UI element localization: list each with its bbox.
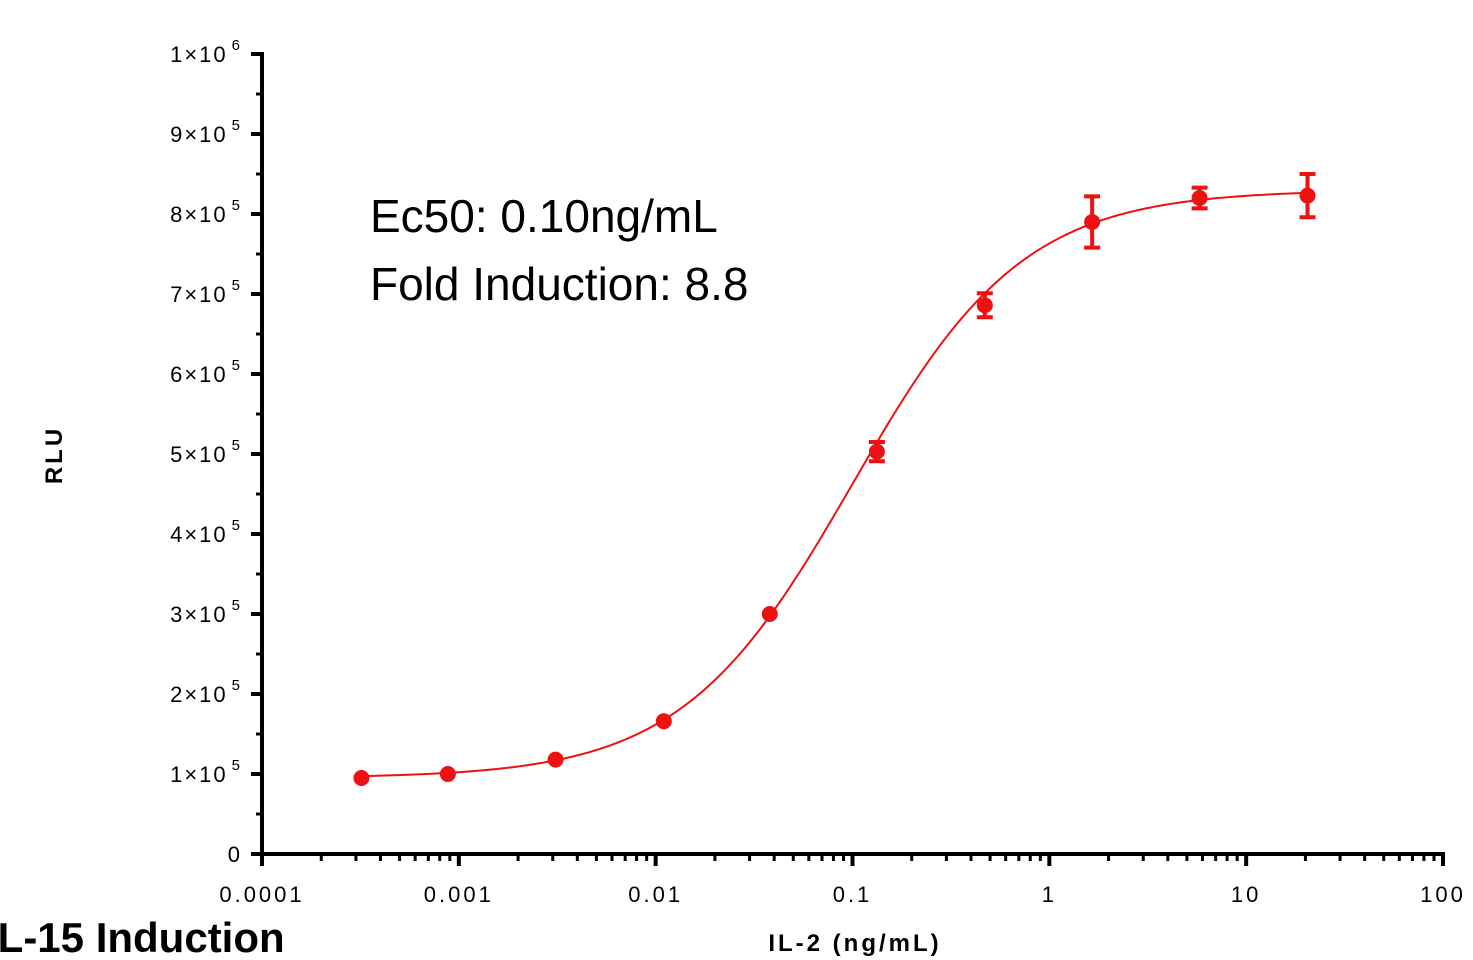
data-point (439, 766, 456, 782)
data-point (1299, 187, 1316, 204)
x-tick-label: 100 (1420, 882, 1466, 907)
data-point (868, 443, 885, 460)
y-tick-label: 8×10 5 (170, 197, 242, 227)
y-tick-label: 2×10 5 (170, 677, 242, 707)
annotation-ec50: Ec50: 0.10ng/mL (370, 190, 718, 242)
x-tick-label: 10 (1231, 882, 1261, 907)
x-axis: 0.0001 0.001 0.01 0.1 1 10 100 (219, 852, 1466, 907)
x-tick-label: 0.001 (424, 882, 494, 907)
x-axis-title: IL-2 (ng/mL) (768, 930, 941, 957)
panel-title: IL-15 Induction (0, 914, 285, 960)
y-tick-label: 3×10 5 (170, 597, 242, 627)
data-point (655, 713, 672, 730)
x-tick-label: 0.0001 (219, 882, 304, 907)
data-point (547, 751, 564, 768)
x-tick-label: 0.1 (833, 882, 873, 907)
annotation-fold-induction: Fold Induction: 8.8 (370, 258, 748, 310)
data-point (761, 606, 778, 622)
y-tick-label: 1×10 5 (170, 757, 242, 787)
y-axis-title: RLU (41, 426, 68, 484)
y-tick-label: 7×10 5 (170, 277, 242, 307)
x-tick-label: 1 (1042, 882, 1057, 907)
y-tick-label: 9×10 5 (170, 117, 242, 147)
data-points (353, 172, 1316, 786)
y-axis: 0 1×10 5 2×10 5 3×10 5 4×10 5 5×10 5 6×10 5 7×10 5 8×10… (170, 37, 264, 867)
y-tick-label: 6×10 5 (170, 357, 242, 387)
data-point (976, 297, 993, 314)
x-tick-label: 0.01 (628, 882, 683, 907)
data-point (353, 770, 370, 786)
data-point (1191, 190, 1208, 206)
y-tick-label: 1×10 6 (170, 37, 242, 67)
fit-curve (361, 191, 1308, 778)
y-tick-label: 4×10 5 (170, 517, 242, 547)
y-tick-label: 0 (228, 842, 242, 867)
y-tick-label: 5×10 5 (170, 437, 242, 467)
data-point (1084, 214, 1101, 230)
